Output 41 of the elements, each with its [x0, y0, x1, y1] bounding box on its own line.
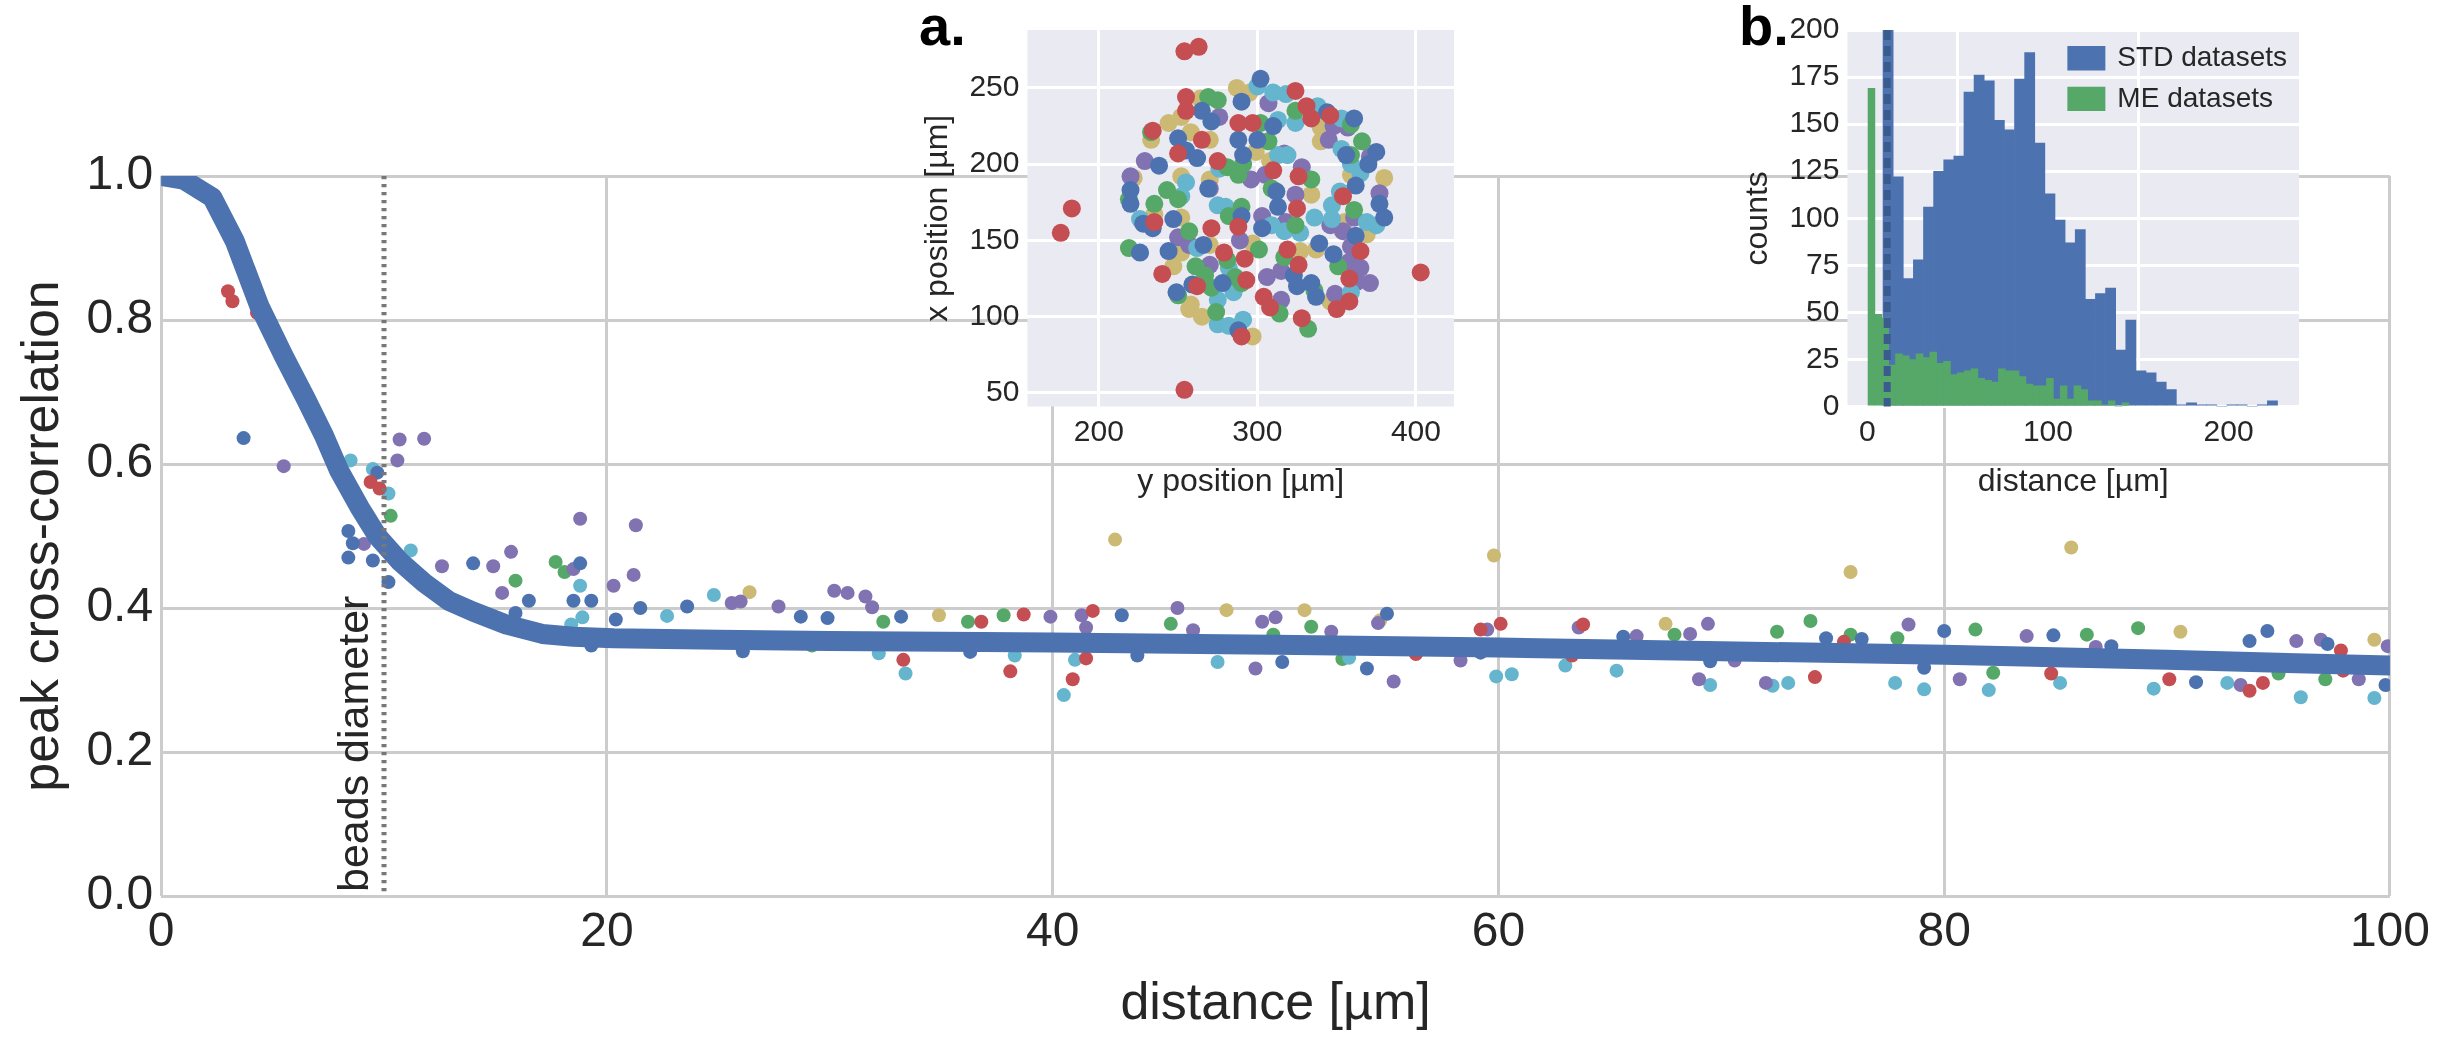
y-tick-label: 1.0 — [86, 146, 154, 200]
x-axis-title: y position [µm] — [1137, 461, 1345, 498]
y-tick-label: 150 — [1789, 105, 1840, 139]
x-tick-label: 40 — [1025, 903, 1080, 957]
x-tick-label: 60 — [1471, 903, 1526, 957]
legend-label: STD datasets — [2117, 41, 2288, 73]
y-axis-title: peak cross-correlation — [10, 280, 69, 792]
y-tick-label: 200 — [1789, 11, 1840, 45]
x-tick-label: 100 — [2349, 903, 2430, 957]
y-axis-title: x position [µm] — [918, 114, 955, 322]
x-axis-title: distance [µm] — [1977, 461, 2169, 498]
y-tick-label: 175 — [1789, 58, 1840, 92]
chart-title: b. — [1739, 0, 1789, 58]
x-tick-label: 400 — [1390, 413, 1441, 447]
y-tick-label: 25 — [1806, 340, 1840, 374]
y-tick-label: 0.2 — [86, 722, 154, 776]
y-tick-label: 0.4 — [86, 578, 154, 632]
y-tick-label: 75 — [1806, 246, 1840, 280]
y-tick-label: 0.8 — [86, 290, 154, 344]
x-tick-label: 100 — [2022, 413, 2073, 447]
y-tick-label: 250 — [969, 69, 1020, 103]
y-tick-label: 50 — [986, 374, 1020, 408]
y-axis-title: counts — [1738, 171, 1775, 266]
ref-line-label: beads diameter — [329, 595, 378, 892]
x-tick-label: 20 — [580, 903, 634, 957]
x-tick-label: 0 — [1858, 413, 1876, 447]
x-axis-title: distance [µm] — [1120, 972, 1431, 1031]
x-tick-label: 300 — [1232, 413, 1283, 447]
y-tick-label: 100 — [1789, 199, 1840, 233]
y-tick-label: 200 — [969, 145, 1020, 179]
y-tick-label: 0 — [1822, 387, 1840, 421]
y-tick-label: 0.6 — [86, 434, 154, 488]
chart-title: a. — [919, 0, 966, 58]
y-tick-label: 100 — [969, 297, 1020, 331]
x-tick-label: 80 — [1917, 903, 1971, 957]
legend-label: ME datasets — [2117, 81, 2274, 113]
y-tick-label: 50 — [1806, 293, 1840, 327]
x-tick-label: 200 — [1073, 413, 1124, 447]
y-tick-label: 150 — [969, 221, 1020, 255]
x-tick-label: 200 — [2203, 413, 2254, 447]
y-tick-label: 125 — [1789, 152, 1840, 186]
